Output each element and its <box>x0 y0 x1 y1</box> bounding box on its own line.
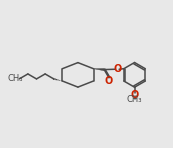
Polygon shape <box>94 69 104 71</box>
Text: CH₃: CH₃ <box>8 74 23 83</box>
Text: O: O <box>105 76 113 86</box>
Text: O: O <box>130 90 139 100</box>
Text: O: O <box>113 64 121 74</box>
Text: CH₃: CH₃ <box>127 95 142 104</box>
